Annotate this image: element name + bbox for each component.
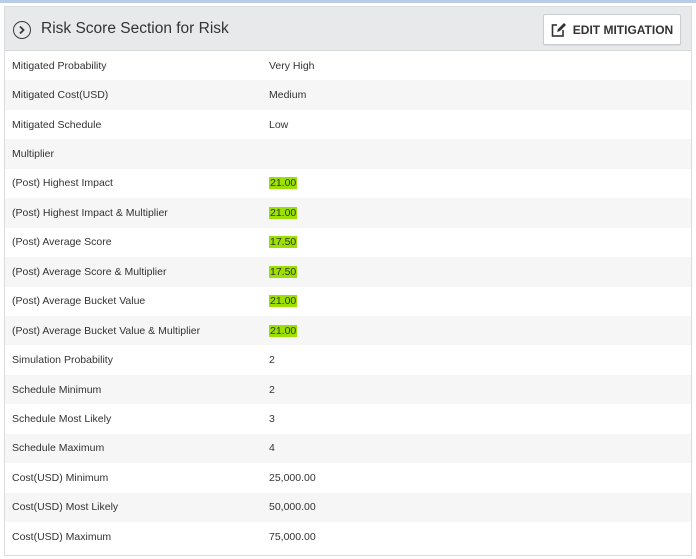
table-row: (Post) Average Bucket Value & Multiplier…: [5, 315, 691, 346]
table-row: Schedule Maximum 4: [5, 433, 691, 464]
row-label: Schedule Maximum: [12, 442, 105, 455]
row-value-cell: 25,000.00: [269, 463, 691, 492]
edit-pencil-icon: [551, 21, 569, 38]
row-label: Cost(USD) Most Likely: [12, 501, 119, 514]
table-row: Cost(USD) Maximum 75,000.00: [5, 522, 691, 551]
row-value-cell: 2: [269, 375, 691, 404]
row-label: Mitigated Probability: [12, 59, 107, 72]
highlighted-value: 21.00: [269, 177, 298, 190]
row-label: Multiplier: [12, 148, 55, 161]
table-row: Mitigated Cost(USD) Medium: [5, 80, 691, 110]
row-value-cell: 2: [269, 345, 691, 374]
row-value: 75,000.00: [269, 530, 316, 543]
row-value-cell: 21.00: [269, 198, 691, 227]
risk-score-panel: Risk Score Section for Risk EDIT MITIGAT…: [4, 6, 692, 556]
table-row: Mitigated Probability Very High: [5, 51, 691, 80]
table-row: Cost(USD) Most Likely 50,000.00: [5, 492, 691, 522]
row-label: Simulation Probability: [12, 354, 113, 367]
table-row: Cost(USD) Minimum 25,000.00: [5, 463, 691, 492]
section-title: Risk Score Section for Risk: [41, 20, 229, 37]
row-value: 2: [269, 383, 275, 396]
row-value: 3: [269, 412, 275, 425]
table-row: (Post) Highest Impact & Multiplier 21.00: [5, 198, 691, 228]
row-value-cell: [269, 139, 691, 168]
highlighted-value: 21.00: [269, 324, 298, 337]
edit-mitigation-button[interactable]: EDIT MITIGATION: [543, 14, 681, 45]
table-row: (Post) Average Score & Multiplier 17.50: [5, 257, 691, 287]
table-row: Schedule Most Likely 3: [5, 404, 691, 433]
highlighted-value: 21.00: [269, 295, 298, 308]
row-value: Medium: [269, 89, 307, 102]
row-label: Mitigated Schedule: [12, 118, 102, 131]
table-row: Schedule Minimum 2: [5, 374, 691, 405]
row-label: Schedule Minimum: [12, 383, 102, 396]
row-label: (Post) Average Score & Multiplier: [12, 265, 167, 278]
row-value: 50,000.00: [269, 501, 316, 514]
row-value: 2: [269, 354, 275, 367]
row-value-cell: 21.00: [269, 287, 691, 316]
row-value: 4: [269, 442, 275, 455]
row-label: Mitigated Cost(USD): [12, 89, 109, 102]
row-value-cell: 4: [269, 434, 691, 463]
row-value: Very High: [269, 59, 315, 72]
row-value-cell: 17.50: [269, 228, 691, 257]
row-value-cell: Low: [269, 110, 691, 139]
table-row: Simulation Probability 2: [5, 345, 691, 374]
table-row: (Post) Highest Impact 21.00: [5, 169, 691, 198]
table-row: Multiplier: [5, 139, 691, 169]
row-value-cell: 75,000.00: [269, 522, 691, 551]
row-value-cell: 50,000.00: [269, 493, 691, 522]
row-label: (Post) Highest Impact: [12, 177, 113, 190]
table-row: (Post) Average Bucket Value 21.00: [5, 287, 691, 316]
table-row: (Post) Average Score 17.50: [5, 228, 691, 257]
highlighted-value: 21.00: [269, 206, 298, 219]
row-label: (Post) Highest Impact & Multiplier: [12, 206, 168, 219]
row-value-cell: 17.50: [269, 257, 691, 286]
table-row: Mitigated Schedule Low: [5, 110, 691, 139]
highlighted-value: 17.50: [269, 265, 298, 278]
row-label: (Post) Average Bucket Value: [12, 295, 146, 308]
row-value: 25,000.00: [269, 471, 316, 484]
row-value-cell: 21.00: [269, 316, 691, 345]
row-value: Low: [269, 118, 289, 131]
row-label: Schedule Most Likely: [12, 412, 112, 425]
edit-mitigation-label: EDIT MITIGATION: [572, 22, 674, 37]
row-label: Cost(USD) Minimum: [12, 471, 109, 484]
top-accent-line: [0, 0, 696, 3]
highlighted-value: 17.50: [269, 236, 298, 249]
panel-header: Risk Score Section for Risk EDIT MITIGAT…: [5, 7, 691, 51]
row-label: Cost(USD) Maximum: [12, 530, 112, 543]
risk-score-table: Mitigated Probability Very High Mitigated …: [5, 51, 691, 551]
row-value-cell: 21.00: [269, 169, 691, 198]
row-label: (Post) Average Score: [12, 236, 112, 249]
row-label: (Post) Average Bucket Value & Multiplier: [12, 324, 201, 337]
row-value-cell: Very High: [269, 51, 691, 80]
chevron-right-circle-icon[interactable]: [13, 21, 31, 39]
row-value-cell: Medium: [269, 80, 691, 109]
row-value-cell: 3: [269, 404, 691, 433]
